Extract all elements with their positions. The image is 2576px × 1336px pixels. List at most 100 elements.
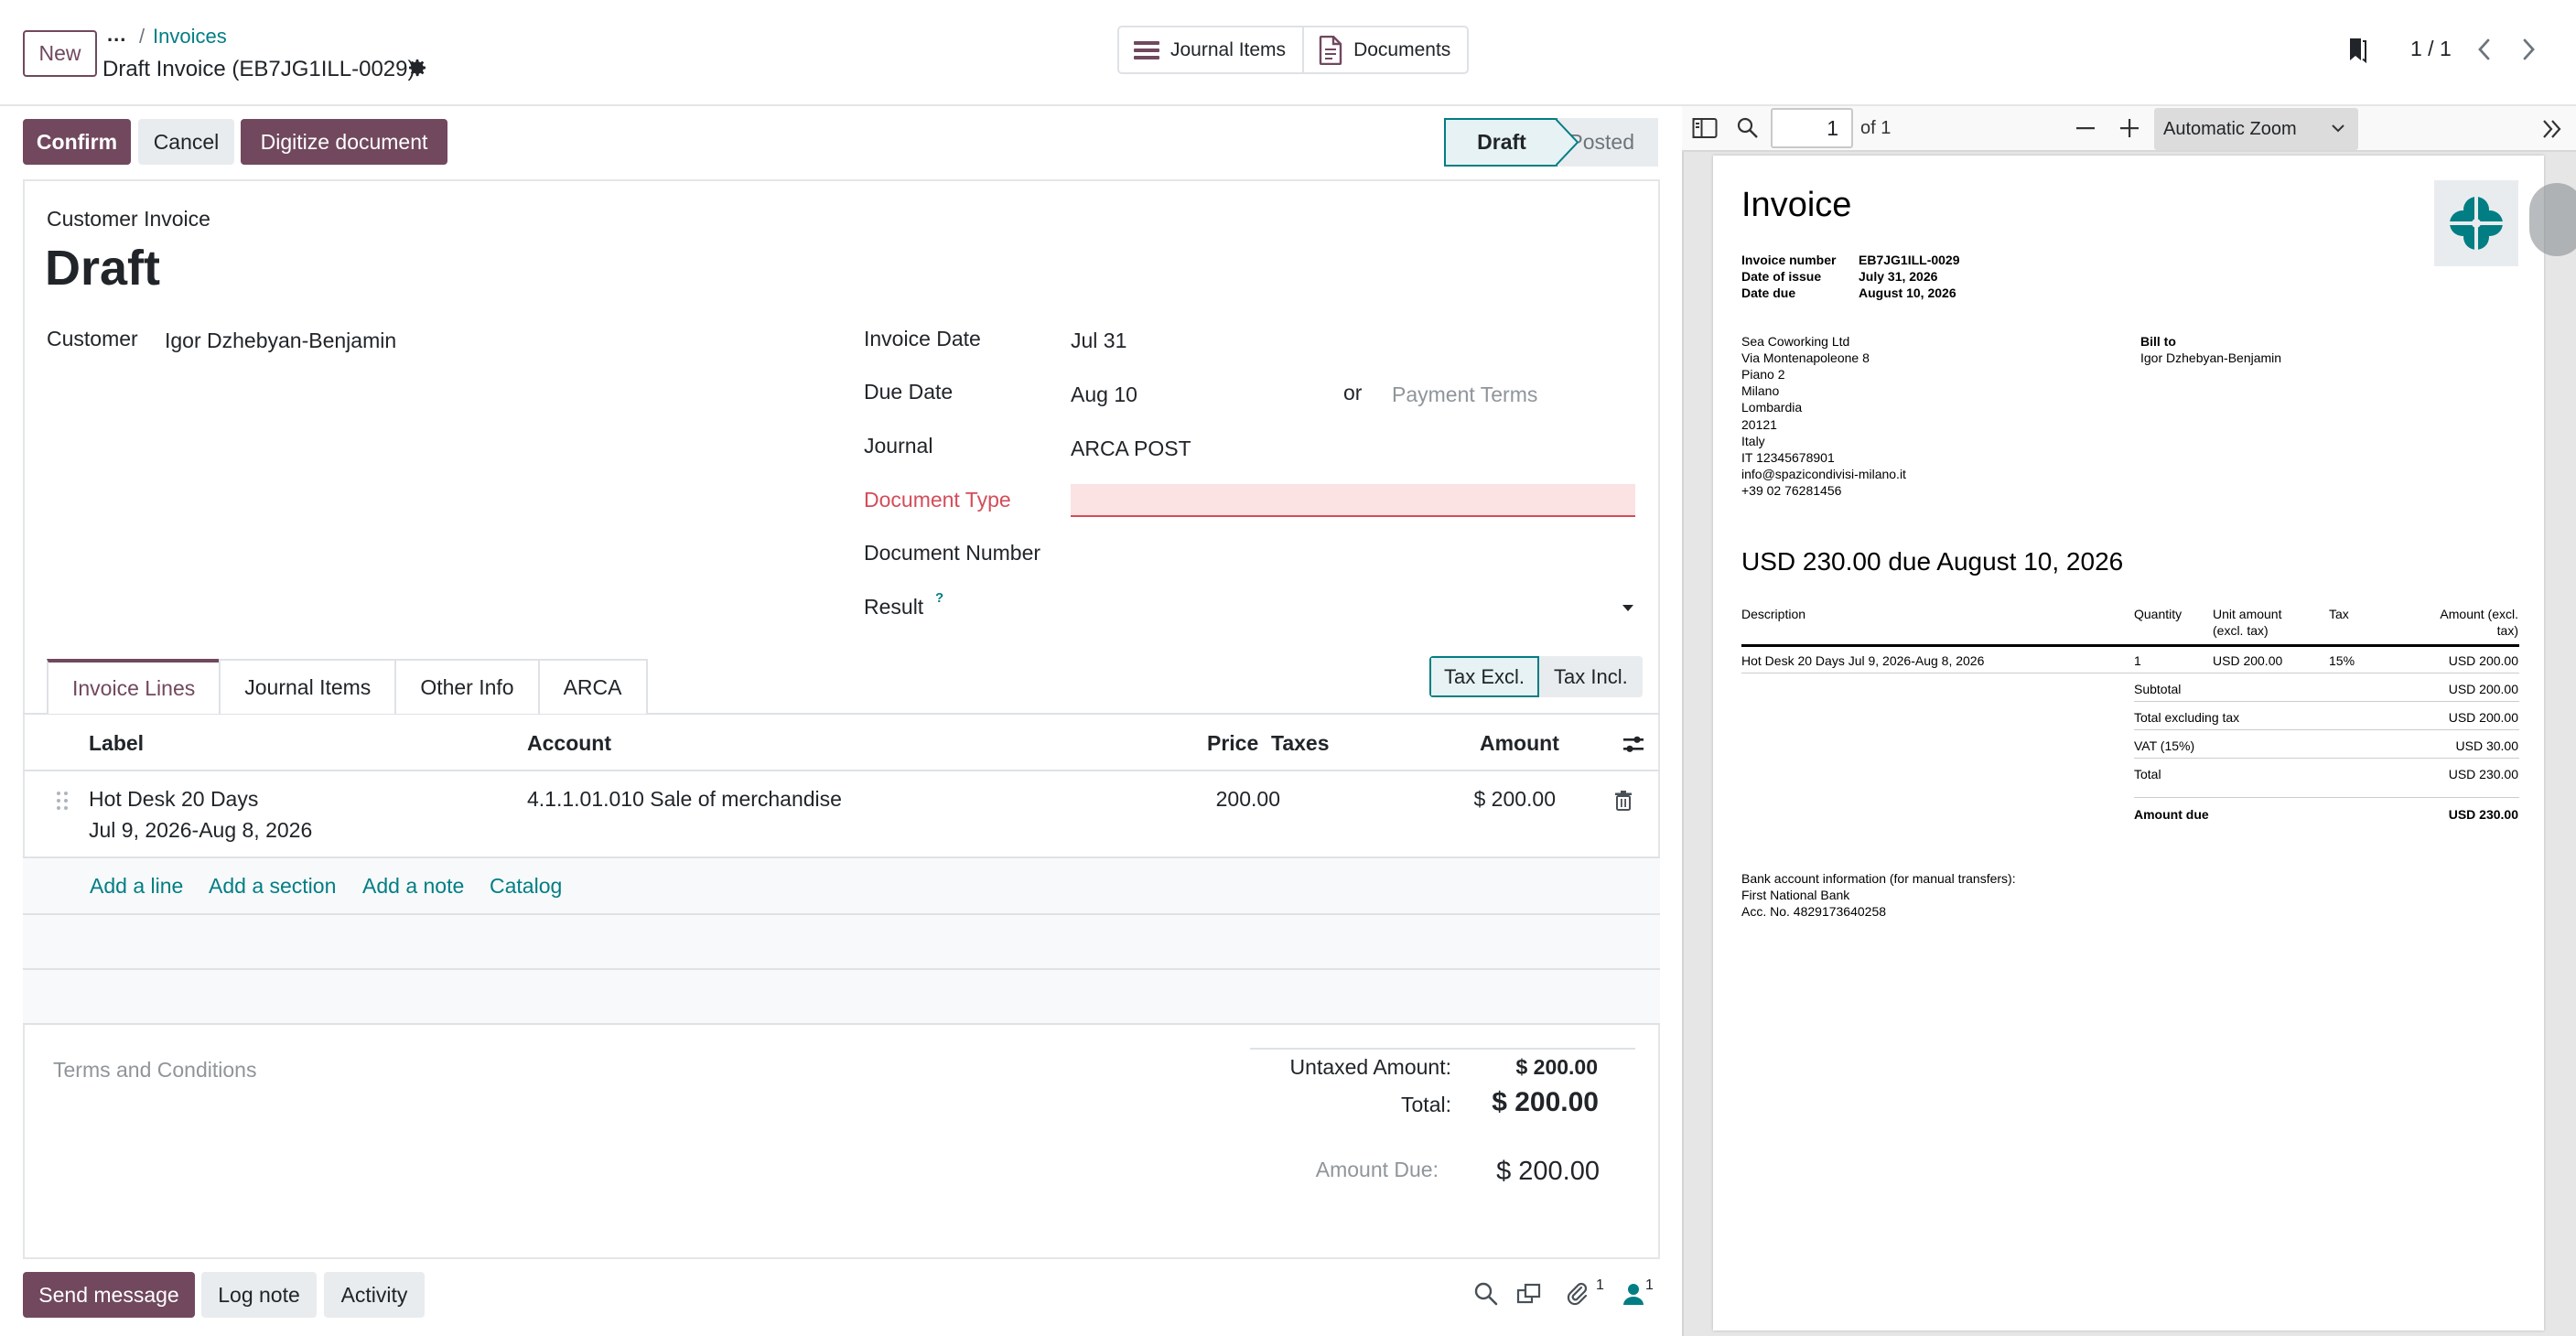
pdf-search-icon[interactable] <box>1736 116 1760 140</box>
pdf-summary-key: VAT (15%) <box>2134 738 2195 753</box>
document-number-field[interactable] <box>1071 536 1635 569</box>
pdf-row-rule <box>2134 797 2519 798</box>
untaxed-amount-label: Untaxed Amount: <box>1289 1055 1451 1079</box>
total-label: Total: <box>1401 1093 1451 1116</box>
pdf-line-qty: 1 <box>2134 653 2141 668</box>
search-icon[interactable] <box>1473 1281 1499 1307</box>
col-taxes[interactable]: Taxes <box>1271 731 1330 755</box>
send-message-button[interactable]: Send message <box>23 1272 195 1318</box>
result-help-icon[interactable]: ? <box>935 590 944 606</box>
due-date-label: Due Date <box>864 380 954 404</box>
pdf-meta-key: Date of issue <box>1741 269 1822 284</box>
journal-field[interactable]: ARCA POST <box>1071 436 1191 460</box>
empty-row <box>23 970 1660 1025</box>
lines-table-header: Label Account Price Taxes Amount <box>23 715 1660 771</box>
pdf-meta-value: August 10, 2026 <box>1859 286 1956 300</box>
activity-button[interactable]: Activity <box>324 1272 425 1318</box>
status-draft[interactable]: Draft <box>1444 118 1557 167</box>
pdf-line-tax: 15% <box>2329 653 2355 668</box>
sidebar-toggle-icon[interactable] <box>1692 117 1718 139</box>
pdf-bank-line: Acc. No. 4829173640258 <box>1741 904 1887 919</box>
journal-label: Journal <box>864 434 933 458</box>
catalog-link[interactable]: Catalog <box>490 874 563 898</box>
pdf-col-tax: Tax <box>2329 607 2349 621</box>
amount-due-label: Amount Due: <box>1315 1158 1439 1181</box>
pdf-meta-key: Invoice number <box>1741 253 1837 267</box>
tab-invoice-lines[interactable]: Invoice Lines <box>47 659 221 714</box>
pdf-amount-due-label: Amount due <box>2134 807 2209 822</box>
documents-smart-button[interactable]: Documents <box>1302 27 1467 72</box>
pdf-col-amount-sub: tax) <box>2496 623 2518 638</box>
bookmark-icon[interactable] <box>2348 37 2368 64</box>
trash-icon[interactable] <box>1613 790 1633 812</box>
customer-label: Customer <box>47 327 138 350</box>
zoom-out-icon[interactable] <box>2075 117 2096 139</box>
pdf-page-input[interactable]: 1 <box>1771 108 1853 148</box>
chevron-right-icon[interactable] <box>2515 33 2542 66</box>
col-account[interactable]: Account <box>527 731 611 755</box>
pdf-bill-to-label: Bill to <box>2140 334 2176 349</box>
gear-icon[interactable] <box>406 57 428 79</box>
document-icon <box>1319 35 1342 65</box>
tab-arca[interactable]: ARCA <box>537 659 648 714</box>
double-chevron-right-icon[interactable] <box>2539 117 2565 141</box>
tab-journal-items[interactable]: Journal Items <box>219 659 397 714</box>
logo-icon <box>2450 197 2503 250</box>
pdf-col-amount: Amount (excl. <box>2440 607 2518 621</box>
breadcrumb-invoices[interactable]: Invoices <box>153 25 227 48</box>
pdf-amount-heading: USD 230.00 due August 10, 2026 <box>1741 547 2124 576</box>
optional-columns-icon[interactable] <box>1622 733 1645 755</box>
confirm-button[interactable]: Confirm <box>23 119 131 165</box>
document-type-field[interactable] <box>1071 484 1635 517</box>
zoom-select[interactable]: Automatic Zoom <box>2154 108 2358 150</box>
col-price[interactable]: Price <box>1207 731 1259 755</box>
pdf-table-rule <box>1741 644 2519 647</box>
drag-handle-icon[interactable] <box>56 790 69 812</box>
digitize-document-button[interactable]: Digitize document <box>241 119 447 165</box>
document-number-label: Document Number <box>864 541 1041 565</box>
pdf-row-rule <box>2134 729 2519 730</box>
pdf-summary-value: USD 200.00 <box>2448 682 2518 696</box>
line-account: 4.1.1.01.010 Sale of merchandise <box>527 787 842 811</box>
tab-other-info[interactable]: Other Info <box>394 659 540 714</box>
notebook-tabs: Invoice Lines Journal Items Other Info A… <box>47 659 648 714</box>
total-value: $ 200.00 <box>1492 1087 1599 1117</box>
chevron-down-icon <box>2332 124 2344 133</box>
pdf-summary-value: USD 30.00 <box>2455 738 2518 753</box>
pdf-line-unit: USD 200.00 <box>2213 653 2283 668</box>
pdf-line-desc: Hot Desk 20 Days Jul 9, 2026-Aug 8, 2026 <box>1741 653 1985 668</box>
add-note-link[interactable]: Add a note <box>362 874 465 898</box>
tax-incl-button[interactable]: Tax Incl. <box>1539 656 1643 697</box>
status-arrow <box>1556 118 1579 167</box>
add-line-link[interactable]: Add a line <box>90 874 184 898</box>
terms-conditions-field[interactable]: Terms and Conditions <box>53 1058 257 1082</box>
new-button[interactable]: New <box>23 30 97 77</box>
untaxed-amount-value: $ 200.00 <box>1515 1055 1598 1079</box>
invoice-date-field[interactable]: Jul 31 <box>1071 329 1127 352</box>
customer-field[interactable]: Igor Dzhebyan-Benjamin <box>165 329 397 352</box>
table-row[interactable]: Hot Desk 20 Days Jul 9, 2026-Aug 8, 2026… <box>23 771 1660 858</box>
add-section-link[interactable]: Add a section <box>209 874 337 898</box>
pdf-from-line: Lombardia <box>1741 400 1803 415</box>
pager-value[interactable]: 1 / 1 <box>2410 37 2452 60</box>
window-expand-icon[interactable] <box>1516 1281 1542 1307</box>
col-label[interactable]: Label <box>89 731 145 755</box>
user-icon[interactable] <box>1621 1281 1646 1307</box>
tax-excl-button[interactable]: Tax Excl. <box>1429 656 1540 697</box>
result-select[interactable] <box>1071 590 1635 623</box>
or-label: or <box>1343 381 1363 404</box>
chevron-left-icon[interactable] <box>2471 33 2498 66</box>
payment-terms-field[interactable]: Payment Terms <box>1392 382 1538 406</box>
paperclip-icon[interactable] <box>1565 1281 1590 1307</box>
col-amount[interactable]: Amount <box>1480 731 1559 755</box>
due-date-field[interactable]: Aug 10 <box>1071 382 1137 406</box>
journal-items-smart-button[interactable]: Journal Items <box>1119 27 1302 72</box>
followers-count: 1 <box>1645 1277 1654 1293</box>
breadcrumb-dots[interactable]: ... <box>107 23 127 46</box>
scroll-handle[interactable] <box>2529 183 2576 256</box>
pdf-from-line: 20121 <box>1741 417 1777 432</box>
log-note-button[interactable]: Log note <box>201 1272 317 1318</box>
zoom-in-icon[interactable] <box>2118 117 2140 139</box>
cancel-button[interactable]: Cancel <box>138 119 234 165</box>
pdf-col-unit: Unit amount <box>2213 607 2282 621</box>
